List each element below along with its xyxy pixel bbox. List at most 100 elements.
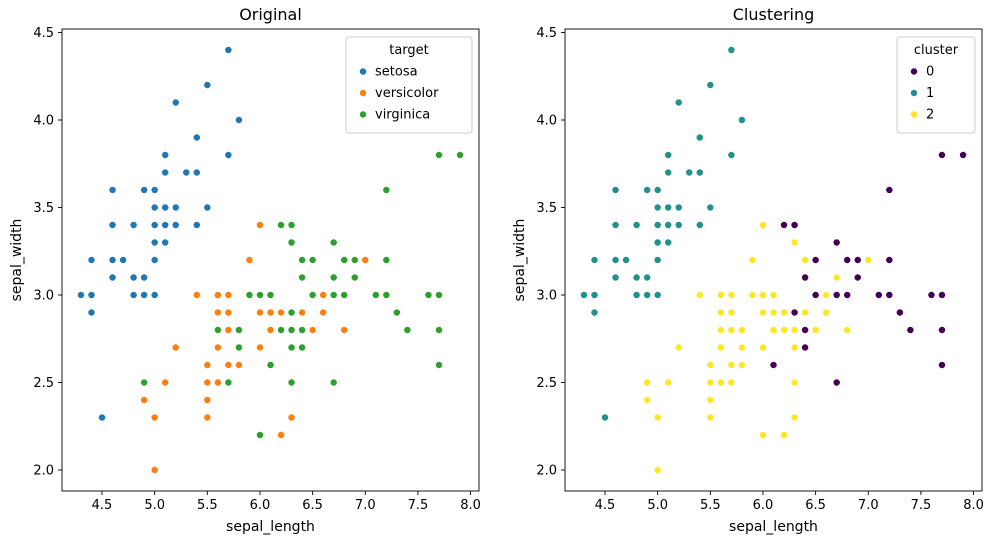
data-point xyxy=(203,81,212,89)
data-point xyxy=(150,186,159,194)
data-point xyxy=(790,326,799,334)
data-point xyxy=(319,291,328,299)
data-point xyxy=(161,151,170,159)
data-point xyxy=(632,221,641,229)
data-point xyxy=(108,186,117,194)
y-tick-label: 4.5 xyxy=(536,26,557,41)
data-point xyxy=(308,256,317,264)
data-point xyxy=(716,326,725,334)
data-point xyxy=(737,326,746,334)
data-point xyxy=(298,326,307,334)
data-point xyxy=(435,151,443,159)
data-point xyxy=(277,221,285,229)
data-point xyxy=(361,256,370,264)
y-axis-label: sepal_width xyxy=(9,219,25,302)
x-tick-label: 7.5 xyxy=(911,498,932,513)
x-tick-label: 4.5 xyxy=(595,498,616,513)
data-point xyxy=(895,308,904,317)
data-point xyxy=(256,221,264,229)
data-point xyxy=(224,291,233,299)
data-point xyxy=(287,326,296,334)
data-point xyxy=(843,256,852,264)
data-point xyxy=(287,378,296,387)
data-point xyxy=(87,308,96,317)
legend-title: target xyxy=(389,43,429,58)
x-tick-label: 5.5 xyxy=(197,498,218,513)
data-point xyxy=(801,326,810,334)
data-point xyxy=(695,221,704,229)
data-point xyxy=(938,291,946,299)
data-point xyxy=(150,203,159,212)
data-point xyxy=(822,291,831,299)
data-point xyxy=(129,273,138,282)
data-point xyxy=(874,291,883,299)
data-point xyxy=(716,343,725,352)
legend-box xyxy=(345,36,473,134)
legend-marker xyxy=(910,67,918,76)
panel-title: Clustering xyxy=(733,5,815,24)
data-point xyxy=(590,256,599,264)
data-point xyxy=(277,431,285,439)
data-point xyxy=(769,308,778,317)
data-point xyxy=(601,413,609,422)
panel-original: 4.5 5.0 5.5 6.0 6.5 7.0 7.5 8.0 2.0 2.5 3.0 3.5 4.0 4… xyxy=(9,5,481,535)
data-point xyxy=(653,291,662,299)
data-point xyxy=(203,396,212,404)
data-point xyxy=(759,221,767,229)
data-point xyxy=(653,466,662,474)
data-point xyxy=(150,466,159,474)
y-tick-label: 3.0 xyxy=(536,289,557,304)
data-point xyxy=(287,343,296,352)
legend-marker xyxy=(910,110,918,119)
y-tick-label: 4.0 xyxy=(33,114,54,129)
data-point xyxy=(653,203,662,212)
data-point xyxy=(580,291,588,299)
data-point xyxy=(129,221,138,229)
data-point xyxy=(759,291,767,299)
data-point xyxy=(706,378,715,387)
data-point xyxy=(938,151,946,159)
data-point xyxy=(653,238,662,247)
data-point xyxy=(748,256,757,264)
data-point xyxy=(716,378,725,387)
data-point xyxy=(424,291,433,299)
data-point xyxy=(245,256,254,264)
legend-marker xyxy=(359,67,367,76)
data-point xyxy=(87,291,96,299)
data-point xyxy=(213,291,222,299)
x-tick-label: 6.0 xyxy=(250,498,271,513)
data-point xyxy=(298,308,307,317)
data-point xyxy=(119,256,128,264)
data-point xyxy=(748,291,757,299)
data-point xyxy=(843,291,852,299)
data-point xyxy=(737,116,746,124)
data-point xyxy=(706,396,715,404)
data-point xyxy=(213,326,222,334)
data-point xyxy=(277,308,285,317)
data-point xyxy=(308,291,317,299)
data-point xyxy=(435,291,443,299)
data-point xyxy=(706,203,715,212)
data-point xyxy=(203,378,212,387)
data-point xyxy=(737,343,746,352)
data-point xyxy=(759,431,767,439)
y-tick-label: 4.5 xyxy=(33,26,54,41)
y-tick-label: 2.0 xyxy=(536,464,557,479)
data-point xyxy=(329,378,338,387)
data-point xyxy=(674,343,683,352)
data-point xyxy=(706,81,715,89)
legend-label: 0 xyxy=(926,65,934,80)
data-point xyxy=(927,291,936,299)
data-point xyxy=(664,168,673,177)
y-tick-label: 3.5 xyxy=(536,201,557,216)
data-point xyxy=(224,326,233,334)
data-point xyxy=(298,343,307,352)
data-point xyxy=(664,151,673,159)
data-point xyxy=(811,291,820,299)
data-point xyxy=(695,291,704,299)
data-point xyxy=(171,203,180,212)
data-point xyxy=(643,186,652,194)
data-point xyxy=(140,291,149,299)
data-point xyxy=(140,396,149,404)
data-point xyxy=(643,396,652,404)
